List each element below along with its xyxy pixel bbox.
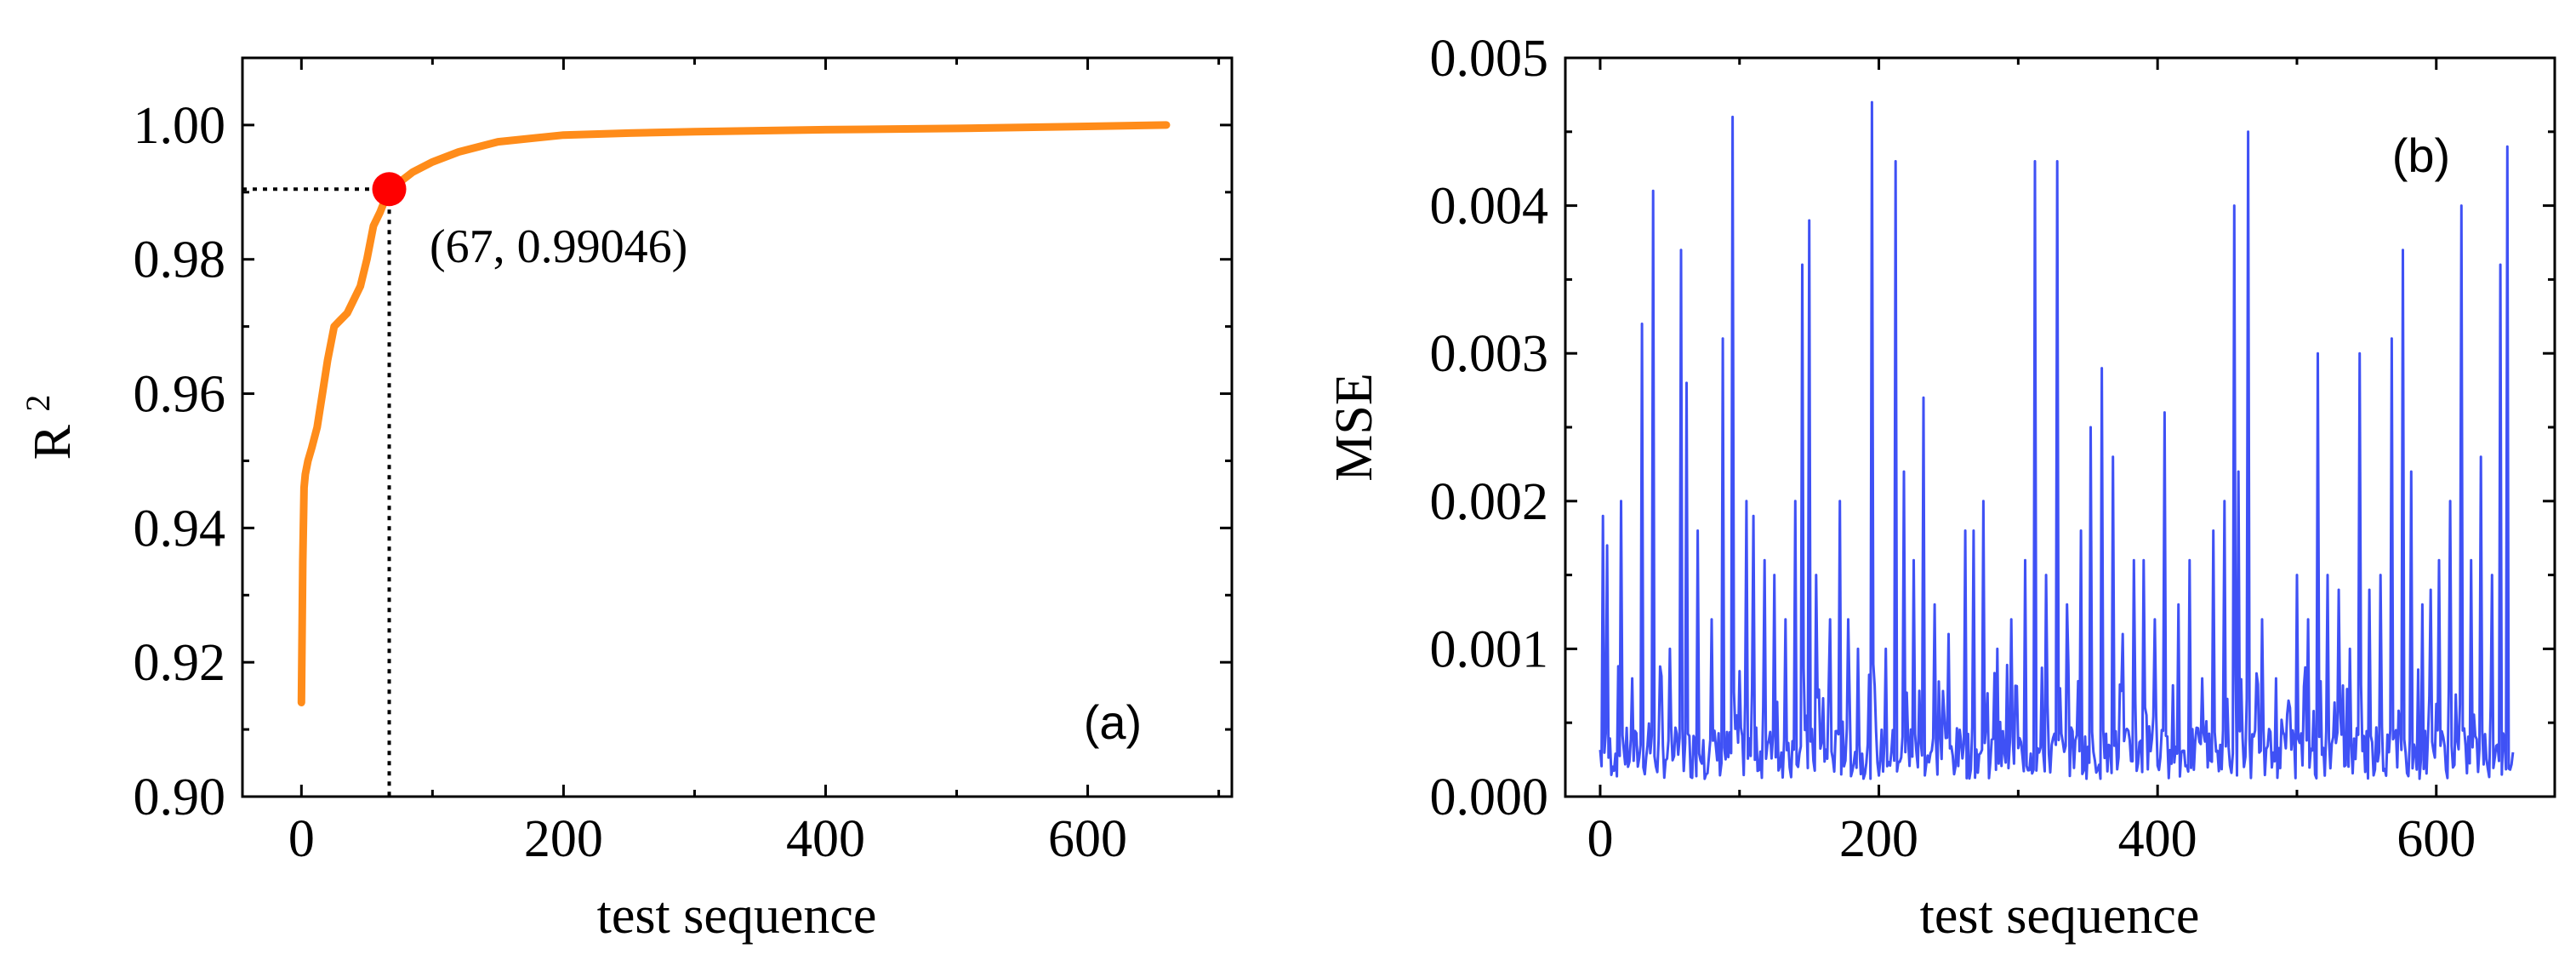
- panel-a-x-tick-label: 600: [1048, 810, 1127, 868]
- panel-a-highlight-annotation: (67, 0.99046): [430, 220, 687, 273]
- panel-a: 0 200 400 600 0.90 0.92 0.94 0.96 0.98 1.00 R 2 t…: [19, 56, 1234, 945]
- panel-a-y-axis-label-main: R: [24, 424, 82, 460]
- panel-b-y-tick-label: 0.001: [1430, 620, 1549, 678]
- panel-b-y-tick-label: 0.005: [1430, 30, 1549, 88]
- panel-b-ticks: 0 200 400 600 0.000 0.001 0.002 0.003 0.004 0.005: [1430, 30, 2555, 868]
- panel-a-y-axis-label: R 2: [19, 395, 82, 460]
- panel-a-y-tick-label: 0.96: [134, 366, 226, 424]
- panel-a-y-axis-label-sup: 2: [19, 395, 57, 412]
- panel-a-letter: (a): [1084, 695, 1142, 749]
- panel-b-y-axis-label: MSE: [1325, 373, 1383, 481]
- panel-b-y-tick-label: 0.003: [1430, 325, 1549, 383]
- panel-a-y-tick-label: 0.94: [134, 500, 226, 557]
- panel-a-x-tick-label: 0: [288, 810, 315, 868]
- r2-series-line: [297, 121, 1171, 706]
- panel-a-y-tick-label: 0.92: [134, 634, 226, 692]
- panel-b-series: [1599, 100, 2515, 780]
- panel-b-x-tick-label: 0: [1587, 810, 1613, 868]
- panel-a-y-tick-label: 1.00: [134, 97, 226, 155]
- panel-b-x-tick-label: 400: [2118, 810, 2197, 868]
- mse-series-line: [1599, 100, 2515, 780]
- panel-b-x-tick-label: 600: [2396, 810, 2476, 868]
- panel-a-x-tick-label: 400: [786, 810, 865, 868]
- panel-a-frame: [241, 56, 1234, 798]
- panel-b: 0 200 400 600 0.000 0.001 0.002 0.003 0.004 0.005…: [1325, 30, 2556, 945]
- panel-a-x-axis-label: test sequence: [597, 887, 877, 945]
- panel-b-y-tick-label: 0.002: [1430, 473, 1549, 531]
- panel-a-series: [242, 121, 1171, 797]
- panel-b-y-tick-label: 0.004: [1430, 178, 1549, 236]
- panel-a-y-tick-label: 0.98: [134, 231, 226, 289]
- panel-b-x-axis-label: test sequence: [1920, 887, 2200, 945]
- panel-a-ticks: 0 200 400 600 0.90 0.92 0.94 0.96 0.98 1.00: [134, 56, 1232, 868]
- panel-b-y-tick-label: 0.000: [1430, 769, 1549, 826]
- panel-a-y-tick-label: 0.90: [134, 769, 226, 826]
- panel-b-letter: (b): [2392, 129, 2450, 182]
- panel-a-x-tick-label: 200: [524, 810, 603, 868]
- highlight-point: [372, 172, 407, 207]
- panel-b-x-tick-label: 200: [1839, 810, 1918, 868]
